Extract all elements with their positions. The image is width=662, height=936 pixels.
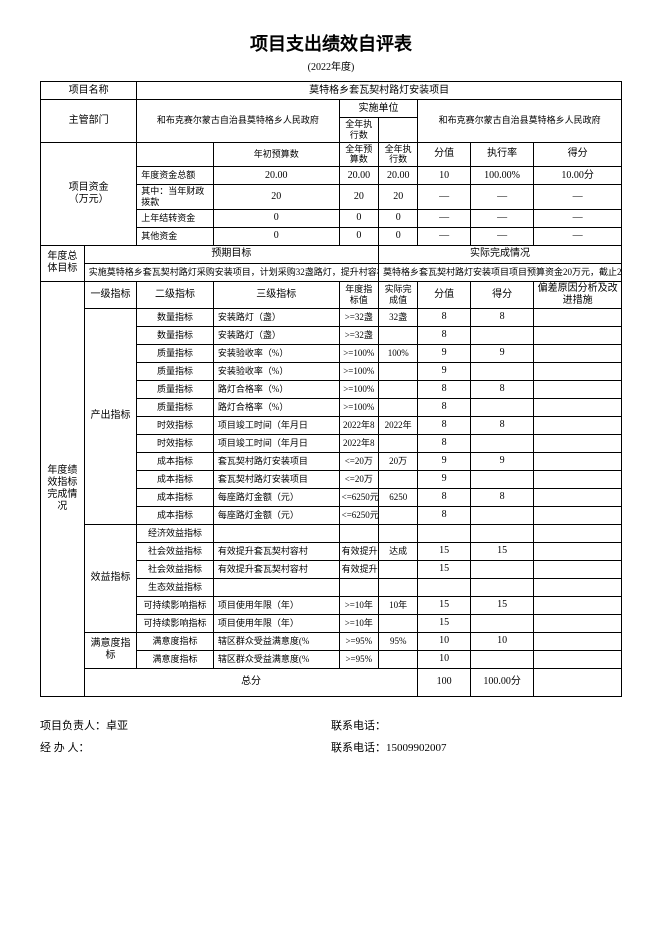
page-title: 项目支出绩效自评表 bbox=[40, 30, 622, 56]
overall-label: 年度总体目标 bbox=[41, 245, 85, 281]
hdr-c6: 得分 bbox=[534, 142, 622, 167]
phone-label: 联系电话： bbox=[331, 720, 386, 732]
ih-l1: 一级指标 bbox=[84, 281, 137, 308]
ih-annual: 年度指标值 bbox=[339, 281, 378, 308]
expected-text: 实施莫特格乡套瓦契村路灯采购安装项目，计划采购32盏路灯，提升村容村貌，提升套瓦… bbox=[84, 263, 378, 281]
perf-label: 年度绩效指标完成情况 bbox=[41, 281, 85, 696]
leader-value: 卓亚 bbox=[106, 720, 128, 732]
page-subtitle: (2022年度) bbox=[40, 58, 622, 73]
ih-actual: 实际完成值 bbox=[379, 281, 418, 308]
actual-label: 实际完成情况 bbox=[379, 245, 622, 263]
ih-l3: 三级指标 bbox=[213, 281, 339, 308]
ih-got: 得分 bbox=[470, 281, 533, 308]
hdr-c3b: 全年执行数 bbox=[379, 142, 418, 167]
group-satisfy: 满意度指标 bbox=[84, 632, 137, 668]
total-score: 100 bbox=[418, 668, 471, 696]
ih-l2: 二级指标 bbox=[137, 281, 214, 308]
leader-label: 项目负责人： bbox=[40, 720, 106, 732]
fund-label: 项目资金 （万元） bbox=[41, 142, 137, 245]
impl-unit-label: 实施单位 bbox=[339, 100, 418, 118]
expected-label: 预期目标 bbox=[84, 245, 378, 263]
ih-bias: 偏差原因分析及改进措施 bbox=[534, 281, 622, 308]
project-name-label: 项目名称 bbox=[41, 82, 137, 100]
impl-unit-value: 和布克赛尔蒙古自治县莫特格乡人民政府 bbox=[418, 100, 622, 143]
ih-score: 分值 bbox=[418, 281, 471, 308]
total-label: 总分 bbox=[84, 668, 418, 696]
phone2-label: 联系电话： bbox=[331, 742, 386, 754]
hdr-c4: 分值 bbox=[418, 142, 471, 167]
dept-value: 和布克赛尔蒙古自治县莫特格乡人民政府 bbox=[137, 100, 339, 143]
footer: 项目负责人：卓亚 联系电话： 经 办 人： 联系电话：15009902007 bbox=[40, 717, 622, 755]
hdr-c3: 全年执行数 bbox=[339, 118, 378, 143]
handler-label: 经 办 人： bbox=[40, 742, 90, 754]
group-output: 产出指标 bbox=[84, 308, 137, 524]
row-18: 满意度指标 满意度指标辖区群众受益满意度(%>=95%95%1010 bbox=[41, 632, 622, 650]
actual-text: 莫特格乡套瓦契村路灯安装项目项目预算资金20万元，截止2022年12月31日，已… bbox=[379, 263, 622, 281]
hdr-c2: 全年预算数 bbox=[339, 142, 378, 167]
project-name: 莫特格乡套瓦契村路灯安装项目 bbox=[137, 82, 622, 100]
phone2-value: 15009902007 bbox=[386, 742, 447, 754]
total-got: 100.00分 bbox=[470, 668, 533, 696]
main-table: 项目名称 莫特格乡套瓦契村路灯安装项目 主管部门 和布克赛尔蒙古自治县莫特格乡人… bbox=[40, 81, 622, 697]
hdr-c1: 年初预算数 bbox=[213, 142, 339, 167]
row-0: 产出指标 数量指标 安装路灯（盏） >=32盏 32盏 8 8 bbox=[41, 308, 622, 326]
row-12: 效益指标 经济效益指标 bbox=[41, 524, 622, 542]
dept-label: 主管部门 bbox=[41, 100, 137, 143]
hdr-c5: 执行率 bbox=[470, 142, 533, 167]
group-benefit: 效益指标 bbox=[84, 524, 137, 632]
